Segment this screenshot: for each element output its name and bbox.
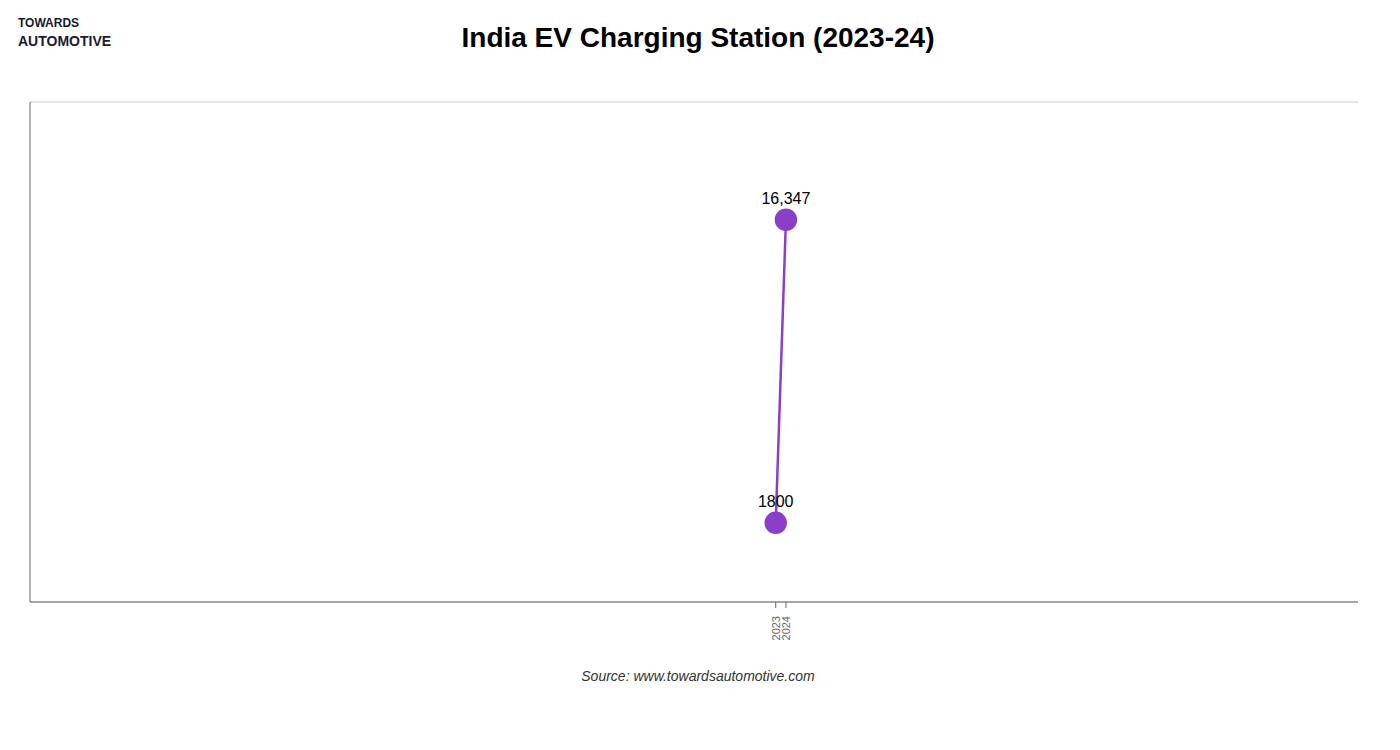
html-text:AUTOMOTIVE: AUTOMOTIVE — [18, 33, 112, 49]
svg-text:16,347: 16,347 — [761, 190, 810, 207]
html-text:Source: www.towardsautomotive.: Source: www.towardsautomotive.com — [581, 668, 815, 684]
svg-text:1800: 1800 — [758, 493, 794, 510]
svg-text:2023: 2023 — [769, 616, 782, 641]
svg-text:2024: 2024 — [780, 616, 792, 640]
html-text:India EV Charging Station (202: India EV Charging Station (2023-24) — [461, 22, 935, 53]
html-text:TOWARDS: TOWARDS — [18, 16, 80, 30]
